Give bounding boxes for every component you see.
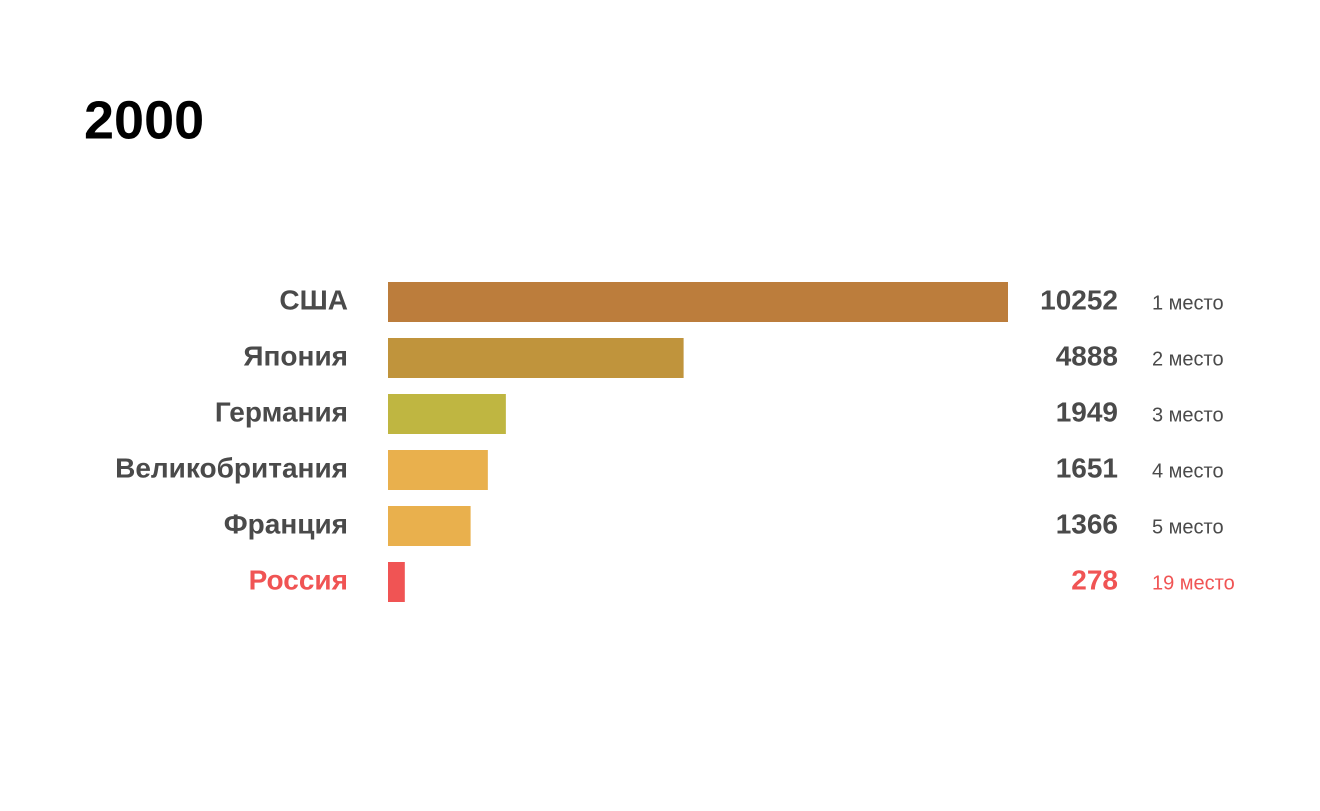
bar [388,450,488,490]
value-label: 278 [1071,564,1118,595]
category-label: Россия [249,564,348,595]
value-label: 4888 [1056,340,1118,371]
bar [388,394,506,434]
chart-title: 2000 [84,90,204,150]
bar [388,338,684,378]
value-label: 10252 [1040,284,1118,315]
category-label: Великобритания [115,452,348,483]
value-label: 1651 [1056,452,1118,483]
rank-label: 5 место [1152,516,1224,538]
value-label: 1949 [1056,396,1118,427]
category-label: Франция [224,508,348,539]
rank-label: 1 место [1152,292,1224,314]
rank-label: 3 место [1152,404,1224,426]
bar [388,506,471,546]
rank-label: 2 место [1152,348,1224,370]
rank-label: 4 место [1152,460,1224,482]
category-label: Германия [215,396,348,427]
rank-label: 19 место [1152,572,1235,594]
value-label: 1366 [1056,508,1118,539]
category-label: США [279,284,348,315]
bar [388,282,1008,322]
bar [388,562,405,602]
category-label: Япония [243,340,348,371]
